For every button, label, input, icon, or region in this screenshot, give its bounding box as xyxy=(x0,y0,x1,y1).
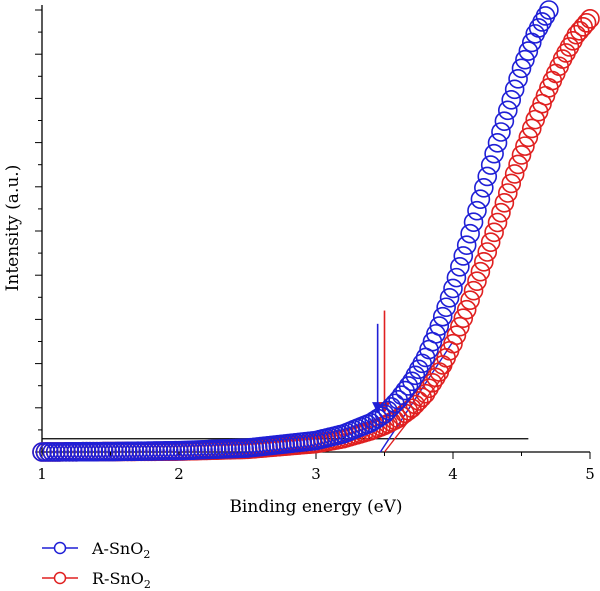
data-point xyxy=(494,193,515,213)
data-point xyxy=(497,100,518,121)
data-point xyxy=(521,118,542,139)
data-point xyxy=(450,257,470,277)
data-point xyxy=(463,212,484,232)
data-point xyxy=(443,333,463,354)
data-point xyxy=(453,308,474,328)
data-point xyxy=(532,12,552,32)
legend-marker-r-sno2 xyxy=(53,571,67,585)
data-point xyxy=(408,391,429,411)
legend-label-r-sno2: R-SnO2 xyxy=(92,569,151,591)
x-axis-title: Binding energy (eV) xyxy=(229,497,402,517)
data-point xyxy=(491,122,511,142)
x-tick-label: 3 xyxy=(311,465,321,483)
data-point xyxy=(456,299,477,320)
data-point xyxy=(501,173,522,194)
data-point xyxy=(511,58,532,79)
data-point xyxy=(474,177,494,198)
data-point xyxy=(580,9,600,29)
data-point xyxy=(508,69,528,89)
data-point xyxy=(569,20,590,41)
data-point xyxy=(439,288,460,308)
data-point xyxy=(484,143,504,164)
data-point xyxy=(467,200,487,221)
annotations xyxy=(42,310,529,453)
data-point xyxy=(446,325,467,346)
data-point xyxy=(487,212,508,233)
legend: A-SnO2 R-SnO2 xyxy=(42,539,151,591)
legend-item-r-sno2: R-SnO2 xyxy=(42,569,151,591)
data-point xyxy=(456,235,477,255)
data-point xyxy=(573,16,593,37)
data-point xyxy=(378,400,398,421)
data-point xyxy=(470,189,491,209)
data-point xyxy=(450,316,470,337)
data-point xyxy=(446,267,467,288)
tangent-line xyxy=(383,363,454,453)
data-point xyxy=(436,297,456,318)
data-point xyxy=(405,365,426,386)
data-point xyxy=(535,6,556,26)
data-point xyxy=(528,18,549,38)
y-axis-title: Intensity (a.u.) xyxy=(3,165,23,292)
data-point xyxy=(480,232,501,252)
data-point xyxy=(515,49,535,70)
data-point xyxy=(460,290,480,310)
legend-label-a-sno2: A-SnO2 xyxy=(91,539,150,561)
data-point xyxy=(477,242,498,262)
data-point xyxy=(374,404,395,424)
data-point xyxy=(477,166,498,187)
data-point xyxy=(474,252,494,272)
data-point xyxy=(480,155,501,175)
data-point xyxy=(491,202,511,223)
x-tick-label: 1 xyxy=(37,465,47,483)
data-point xyxy=(518,127,539,148)
series-r-sno2 xyxy=(32,9,600,462)
data-point xyxy=(494,111,515,131)
axes xyxy=(41,5,590,453)
legend-item-a-sno2: A-SnO2 xyxy=(42,539,150,561)
data-point xyxy=(497,183,518,203)
data-point xyxy=(398,376,419,396)
data-point xyxy=(518,41,539,61)
data-point xyxy=(504,164,525,184)
data-point xyxy=(484,222,504,243)
x-tick-label: 5 xyxy=(585,465,595,483)
data-point xyxy=(402,371,422,392)
data-point xyxy=(432,306,453,327)
data-point xyxy=(576,13,597,33)
data-point xyxy=(453,246,474,266)
y-ticks xyxy=(35,9,42,453)
data-point xyxy=(539,0,559,20)
series-a-sno2 xyxy=(32,0,559,462)
data-point xyxy=(408,359,429,380)
data-point xyxy=(511,145,532,165)
legend-marker-a-sno2 xyxy=(53,541,67,555)
data-point xyxy=(515,136,535,156)
data-point xyxy=(429,316,450,336)
data-point xyxy=(415,383,436,404)
series-layer xyxy=(32,0,600,462)
data-point xyxy=(443,278,463,299)
data-point xyxy=(463,280,484,301)
data-point xyxy=(504,79,525,100)
data-point xyxy=(426,367,446,388)
data-point xyxy=(422,373,443,393)
data-point xyxy=(381,397,402,417)
data-point xyxy=(525,24,546,44)
data-point xyxy=(501,90,522,110)
data-point xyxy=(467,271,487,291)
data-point xyxy=(470,261,491,282)
data-point xyxy=(460,223,480,244)
data-point xyxy=(508,154,528,175)
data-point xyxy=(419,378,439,399)
x-tick-label: 4 xyxy=(448,465,458,483)
x-tick-label: 2 xyxy=(174,465,184,483)
data-point xyxy=(487,133,508,153)
